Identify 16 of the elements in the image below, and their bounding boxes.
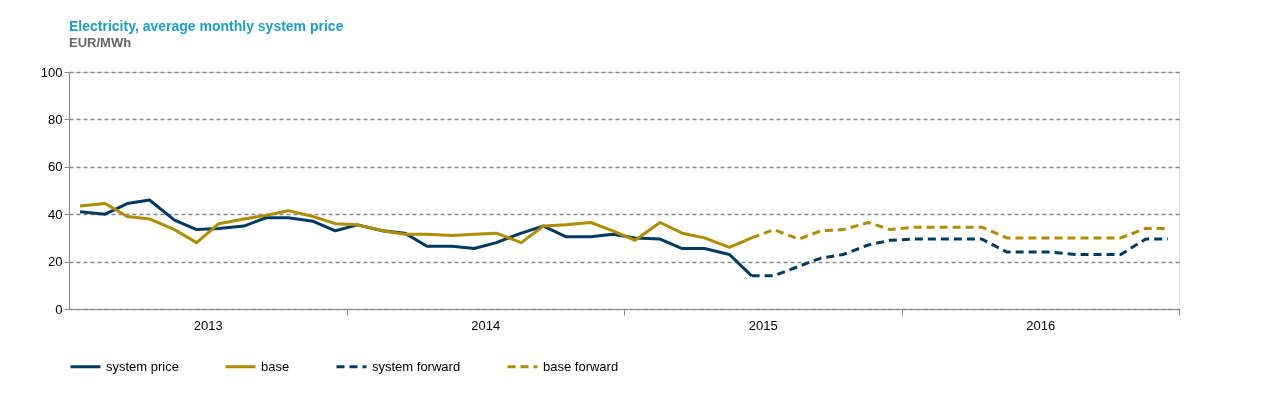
- y-tick-label: 0: [55, 301, 63, 317]
- y-tick-label: 40: [48, 206, 63, 222]
- y-tick-label: 100: [40, 64, 63, 80]
- y-tick-label: 20: [48, 254, 63, 270]
- legend-label: base: [261, 358, 290, 374]
- x-tick-label: 2015: [748, 317, 778, 333]
- legend-label: system price: [106, 358, 179, 374]
- legend-label: base forward: [543, 358, 619, 374]
- y-tick-label: 80: [48, 111, 63, 127]
- x-tick-label: 2013: [193, 317, 223, 333]
- x-tick-label: 2014: [471, 317, 501, 333]
- y-tick-label: 60: [48, 159, 63, 175]
- x-tick-label: 2016: [1026, 317, 1056, 333]
- chart-subtitle: EUR/MWh: [69, 35, 132, 50]
- chart-title: Electricity, average monthly system price: [69, 18, 344, 34]
- legend-label: system forward: [372, 358, 461, 374]
